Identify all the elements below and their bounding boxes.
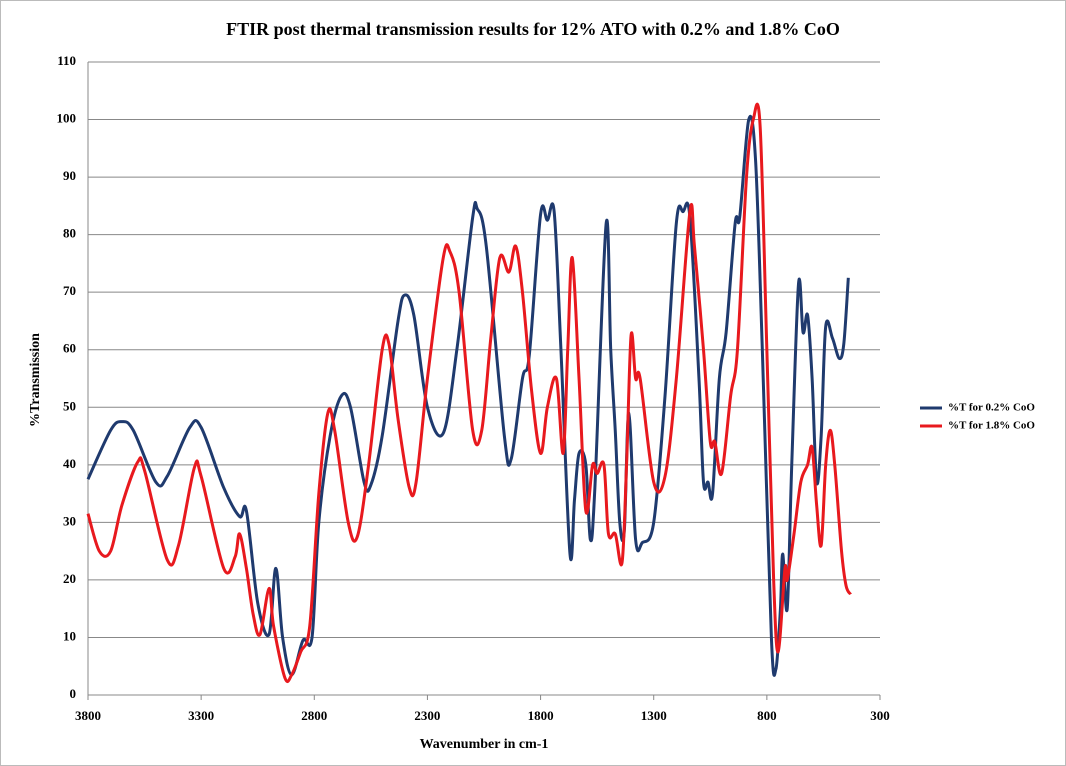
x-tick-label: 1300 <box>641 708 667 723</box>
x-tick-label: 2800 <box>301 708 327 723</box>
x-tick-label: 800 <box>757 708 777 723</box>
y-axis-label: %Transmission <box>28 333 43 427</box>
y-tick-label: 100 <box>57 111 77 126</box>
y-tick-label: 90 <box>63 168 76 183</box>
data-line <box>86 102 852 684</box>
y-tick-label: 0 <box>70 686 77 701</box>
y-tick-label: 20 <box>63 571 76 586</box>
y-tick-label: 40 <box>63 456 76 471</box>
x-tick-label: 300 <box>870 708 890 723</box>
y-tick-label: 10 <box>63 628 76 643</box>
y-tick-label: 70 <box>63 283 76 298</box>
y-tick-label: 80 <box>63 226 76 241</box>
y-tick-label: 50 <box>63 398 76 413</box>
x-tick-label: 3300 <box>188 708 214 723</box>
x-tick-label: 1800 <box>528 708 554 723</box>
y-tick-label: 60 <box>63 341 76 356</box>
x-tick-label: 2300 <box>414 708 440 723</box>
x-axis-label: Wavenumber in cm-1 <box>420 737 549 752</box>
y-tick-label: 110 <box>57 53 76 68</box>
data-line <box>86 114 850 677</box>
x-tick-label: 3800 <box>75 708 101 723</box>
legend-label: %T for 1.8% CoO <box>948 420 1035 432</box>
chart-title: FTIR post thermal transmission results f… <box>226 19 840 39</box>
legend-label: %T for 0.2% CoO <box>948 402 1035 414</box>
y-tick-label: 30 <box>63 513 76 528</box>
